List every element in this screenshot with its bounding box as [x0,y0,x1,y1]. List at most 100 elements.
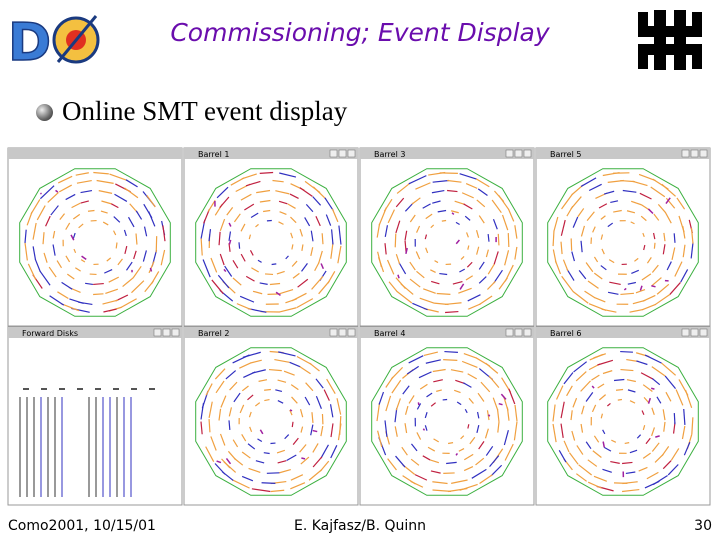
sensor-hit [59,213,66,220]
sensor-hit [278,200,288,205]
sensor-hit [275,389,283,393]
sensor-hit [584,290,596,299]
sensor-hit [636,360,648,366]
sensor-hit [331,208,339,223]
sensor-hit [329,404,334,418]
sensor-hit [326,378,336,394]
window-button [514,328,523,337]
sensor-hit [277,400,284,404]
sensor-hit [491,199,502,214]
sensor-hit [111,203,119,209]
sensor-hit [683,442,691,456]
sensor-hit [560,401,565,419]
sensor-hit [617,398,623,401]
sensor-hit [663,421,666,432]
sensor-hit [144,280,154,293]
sensor-hit [429,459,440,464]
track-hit [647,208,654,215]
sensor-hit [310,230,314,242]
track-hit [498,402,503,406]
sensor-hit [425,359,441,364]
track-hit [225,457,232,465]
sensor-hit [506,407,510,421]
sensor-hit [489,455,500,467]
sensor-hit [93,171,109,175]
sensor-hit [286,454,297,462]
detector-outline [371,168,523,317]
window-button [699,149,708,158]
sensor-hit [233,213,241,223]
sensor-hit [228,231,232,241]
sensor-hit [102,221,109,226]
sensor-hit [24,242,28,261]
sensor-hit [632,299,646,305]
sensor-hit [378,391,385,405]
sensor-hit [664,212,672,224]
sensor-hit [385,395,392,412]
sensor-hit [621,488,640,493]
sensor-hit [315,378,324,389]
sensor-hit [255,460,265,464]
sensor-hit [291,396,298,404]
sensor-hit [315,395,322,409]
sensor-hit [450,210,459,214]
sensor-hit [504,443,514,461]
slide-title: Commissioning; Event Display [170,18,550,47]
sensor-hit [272,179,284,183]
sensor-hit [684,389,693,409]
sensor-hit [208,401,213,418]
sensor-hit [278,351,296,357]
track-hit [216,460,222,464]
sensor-hit [492,397,499,411]
sensor-hit [387,209,395,224]
sensor-hit [672,422,676,434]
sensor-hit [461,360,478,369]
sensor-hit [640,215,647,222]
sensor-hit [635,289,646,294]
window-titlebar [536,327,710,338]
sensor-hit [132,265,142,279]
sensor-hit [680,269,689,283]
sensor-hit [593,296,606,303]
sensor-hit [279,211,287,216]
sensor-hit [289,409,293,416]
sensor-hit [233,392,241,403]
sensor-hit [135,210,143,220]
sensor-hit [57,291,69,300]
sensor-hit [125,179,138,188]
sensor-hit [311,276,324,290]
sensor-hit [210,257,218,273]
sensor-hit [394,233,397,248]
sensor-hit [292,437,299,445]
sensor-hit [202,259,211,278]
sensor-hit [642,452,651,459]
sensor-hit [639,192,652,200]
window-button [690,328,699,337]
sensor-hit [514,246,518,260]
window-button [171,328,180,337]
sensor-hit [592,450,602,458]
track-hit [459,283,465,290]
sensor-hit [578,270,587,280]
sensor-hit [93,293,104,296]
detector-outline [547,168,699,317]
sensor-hit [503,430,509,446]
sensor-hit [312,443,319,453]
sensor-hit [301,244,304,251]
sensor-hit [52,244,56,256]
sensor-hit [480,381,491,393]
sensor-hit [629,400,636,404]
sensor-hit [290,474,304,481]
sensor-hit [425,213,433,220]
sensor-hit [432,200,441,204]
sensor-hit [304,396,311,406]
sensor-hit [434,302,449,306]
sensor-hit [498,277,508,290]
sensor-hit [459,268,466,273]
sensor-hit [460,435,465,440]
sensor-hit [122,277,134,288]
sensor-hit [471,468,487,479]
sensor-hit [296,298,314,309]
sensor-hit [587,280,599,289]
sensor-hit [563,372,574,385]
